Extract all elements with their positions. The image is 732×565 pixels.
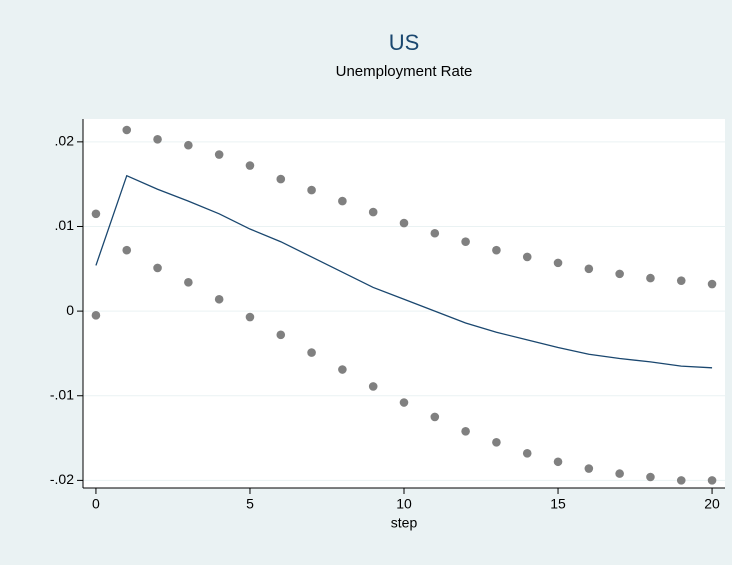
y-tick-label: -.01 bbox=[50, 386, 74, 402]
dot bbox=[153, 135, 162, 144]
y-tick-label: .02 bbox=[55, 133, 75, 149]
y-tick-label: .01 bbox=[55, 217, 75, 233]
dot bbox=[584, 464, 594, 473]
y-tick-label: 0 bbox=[66, 302, 74, 318]
dot bbox=[338, 196, 347, 206]
dot bbox=[399, 218, 409, 228]
x-tick-label: 5 bbox=[246, 496, 254, 512]
dot bbox=[615, 469, 624, 478]
dot bbox=[707, 279, 717, 289]
dot bbox=[461, 237, 470, 247]
dot bbox=[245, 161, 255, 170]
dot bbox=[584, 264, 594, 274]
y-tick-label: -.02 bbox=[50, 471, 74, 487]
dot bbox=[368, 382, 378, 391]
dot bbox=[245, 312, 255, 322]
x-tick-label: 10 bbox=[396, 496, 412, 512]
dot bbox=[276, 330, 286, 340]
dot bbox=[214, 150, 224, 159]
dot bbox=[368, 207, 378, 217]
dot bbox=[307, 348, 316, 357]
dot bbox=[676, 276, 686, 285]
dot bbox=[91, 311, 101, 320]
dot bbox=[553, 457, 563, 467]
dot bbox=[707, 476, 717, 485]
dot bbox=[615, 269, 624, 279]
x-tick-label: 15 bbox=[550, 496, 566, 512]
x-tick-label: 0 bbox=[92, 496, 100, 512]
dot bbox=[307, 185, 316, 195]
dot bbox=[91, 209, 101, 219]
dot bbox=[214, 294, 224, 304]
dot bbox=[122, 245, 132, 255]
dot bbox=[461, 426, 470, 436]
dot bbox=[553, 258, 563, 268]
dot bbox=[676, 476, 686, 485]
dot bbox=[122, 125, 132, 135]
line bbox=[95, 174, 713, 369]
x-axis-label: step bbox=[391, 515, 418, 531]
dot bbox=[338, 365, 347, 374]
dot bbox=[430, 228, 440, 238]
dot bbox=[153, 263, 162, 273]
chart-subtitle: Unemployment Rate bbox=[336, 63, 473, 80]
dot bbox=[492, 437, 501, 447]
chart-title: US bbox=[389, 30, 420, 55]
dot bbox=[646, 472, 655, 482]
dot bbox=[522, 252, 532, 262]
dot bbox=[492, 245, 501, 255]
dot bbox=[184, 278, 193, 287]
plot-area bbox=[83, 119, 725, 488]
dot bbox=[646, 273, 655, 283]
dot bbox=[430, 412, 440, 422]
dot bbox=[184, 140, 193, 150]
dot bbox=[399, 398, 409, 407]
x-tick-label: 20 bbox=[704, 496, 720, 512]
dot bbox=[522, 449, 532, 458]
dot bbox=[276, 174, 286, 184]
